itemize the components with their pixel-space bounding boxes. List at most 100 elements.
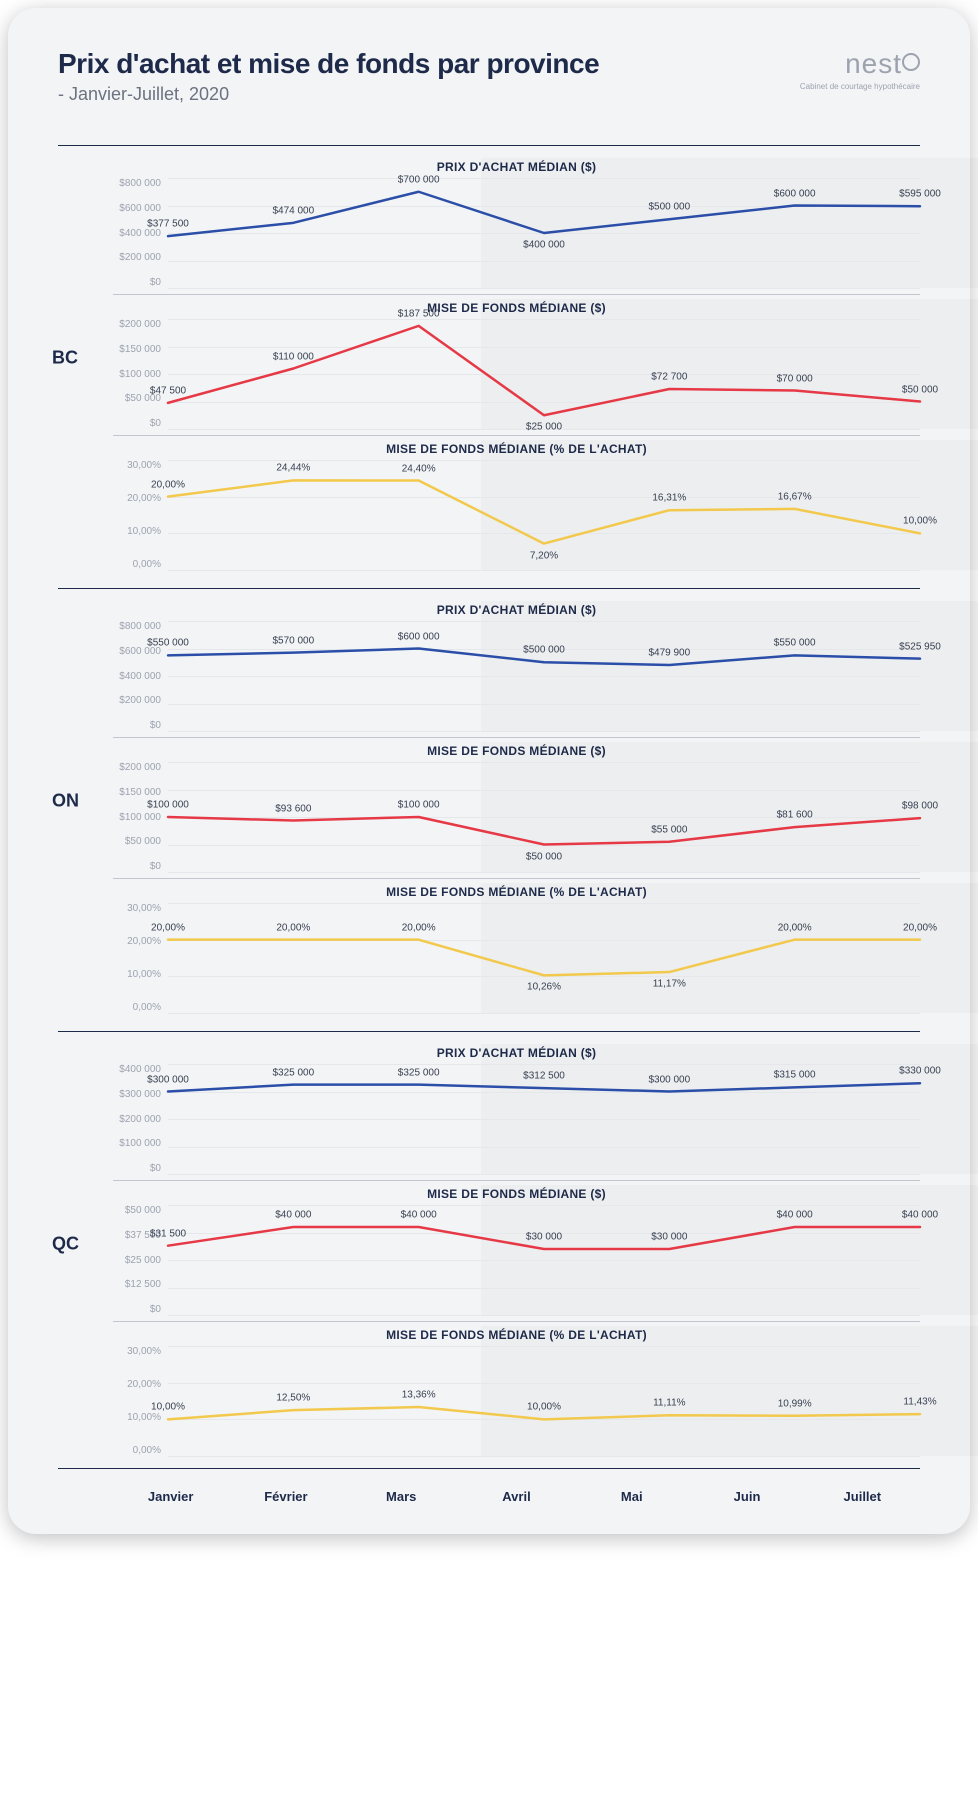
charts-column: PRIX D'ACHAT MÉDIAN ($)$800 000$600 000$… (113, 603, 920, 1013)
data-point-label: $500 000 (523, 645, 565, 656)
plot-area: $800 000$600 000$400 000$200 000$0$550 0… (113, 621, 920, 731)
plot-area: 30,00%20,00%10,00%0,00%20,00%20,00%20,00… (113, 903, 920, 1013)
chart: PRIX D'ACHAT MÉDIAN ($)$800 000$600 000$… (113, 160, 920, 288)
chart-divider (113, 737, 920, 738)
data-point-label: 20,00% (402, 922, 436, 933)
province-label: ON (52, 791, 79, 812)
y-tick-label: 0,00% (101, 559, 161, 570)
data-point-label: $40 000 (902, 1209, 938, 1220)
data-point-label: $40 000 (777, 1209, 813, 1220)
data-point-label: 20,00% (778, 922, 812, 933)
charts-column: PRIX D'ACHAT MÉDIAN ($)$800 000$600 000$… (113, 160, 920, 570)
page-title: Prix d'achat et mise de fonds par provin… (58, 48, 599, 80)
grid-line (168, 288, 920, 289)
data-point-label: $500 000 (648, 202, 690, 213)
data-point-label: $30 000 (651, 1231, 687, 1242)
chart: MISE DE FONDS MÉDIANE (% DE L'ACHAT)30,0… (113, 885, 920, 1013)
data-point-label: $47 500 (150, 385, 186, 396)
chart-divider (113, 435, 920, 436)
data-point-label: $50 000 (526, 851, 562, 862)
province-block-bc: BCPRIX D'ACHAT MÉDIAN ($)$800 000$600 00… (58, 145, 920, 570)
plot-area: 30,00%20,00%10,00%0,00%20,00%24,44%24,40… (113, 460, 920, 570)
y-tick-label: 0,00% (101, 1445, 161, 1456)
chart: PRIX D'ACHAT MÉDIAN ($)$800 000$600 000$… (113, 603, 920, 731)
data-point-label: 10,26% (527, 982, 561, 993)
data-point-label: $400 000 (523, 240, 565, 251)
x-tick-label: Juin (689, 1489, 804, 1504)
chart-divider (113, 878, 920, 879)
plot-inner: 20,00%24,44%24,40%7,20%16,31%16,67%10,00… (168, 460, 920, 570)
chart-divider (113, 294, 920, 295)
data-point-label: $570 000 (272, 635, 314, 646)
data-point-label: $300 000 (147, 1074, 189, 1085)
data-point-label: $595 000 (899, 189, 941, 200)
data-point-label: 11,11% (653, 1398, 685, 1409)
y-tick-label: 10,00% (101, 969, 161, 980)
data-point-label: $55 000 (651, 824, 687, 835)
data-point-label: 12,50% (276, 1393, 310, 1404)
data-point-label: $25 000 (526, 422, 562, 433)
data-point-label: $100 000 (147, 799, 189, 810)
data-point-label: $30 000 (526, 1231, 562, 1242)
data-point-label: $100 000 (398, 799, 440, 810)
y-tick-label: 20,00% (101, 493, 161, 504)
data-point-label: $550 000 (774, 638, 816, 649)
series-line (168, 1205, 920, 1315)
data-point-label: $325 000 (272, 1067, 314, 1078)
logo-text: nest (800, 48, 920, 80)
x-tick-label: Mars (344, 1489, 459, 1504)
data-point-label: $40 000 (401, 1209, 437, 1220)
grid-line (168, 1013, 920, 1014)
y-tick-label: $0 (101, 861, 161, 872)
y-tick-label: $50 000 (101, 1205, 161, 1216)
data-point-label: $315 000 (774, 1070, 816, 1081)
y-tick-label: 20,00% (101, 1379, 161, 1390)
chart-divider (113, 1321, 920, 1322)
plot-area: $800 000$600 000$400 000$200 000$0$377 5… (113, 178, 920, 288)
logo: nest Cabinet de courtage hypothécaire (800, 48, 920, 91)
data-point-label: $31 500 (150, 1228, 186, 1239)
y-tick-label: $200 000 (101, 1114, 161, 1125)
data-point-label: $312 500 (523, 1070, 565, 1081)
data-point-label: 10,99% (778, 1398, 812, 1409)
chart-divider (113, 1180, 920, 1181)
data-point-label: $600 000 (774, 188, 816, 199)
data-point-label: 10,00% (903, 516, 937, 527)
data-point-label: $93 600 (275, 803, 311, 814)
y-tick-label: $100 000 (101, 1138, 161, 1149)
chart: PRIX D'ACHAT MÉDIAN ($)$400 000$300 000$… (113, 1046, 920, 1174)
grid-line (168, 731, 920, 732)
y-tick-label: $100 000 (101, 369, 161, 380)
data-point-label: 24,44% (276, 463, 310, 474)
plot-inner: $550 000$570 000$600 000$500 000$479 900… (168, 621, 920, 731)
data-point-label: 16,67% (778, 491, 812, 502)
data-point-label: 16,31% (652, 493, 686, 504)
data-point-label: $474 000 (272, 205, 314, 216)
y-axis-labels: $200 000$150 000$100 000$50 000$0 (101, 762, 161, 872)
plot-area: 30,00%20,00%10,00%0,00%10,00%12,50%13,36… (113, 1346, 920, 1456)
y-tick-label: $50 000 (101, 836, 161, 847)
title-block: Prix d'achat et mise de fonds par provin… (58, 48, 599, 105)
grid-line (168, 570, 920, 571)
data-point-label: 20,00% (903, 922, 937, 933)
y-tick-label: $200 000 (101, 252, 161, 263)
data-point-label: $50 000 (902, 384, 938, 395)
y-tick-label: $200 000 (101, 762, 161, 773)
x-tick-label: Mai (574, 1489, 689, 1504)
y-tick-label: $0 (101, 720, 161, 731)
y-axis-labels: $800 000$600 000$400 000$200 000$0 (101, 178, 161, 288)
y-tick-label: 20,00% (101, 936, 161, 947)
grid-line (168, 1174, 920, 1175)
data-point-label: 10,00% (527, 1402, 561, 1413)
y-tick-label: $600 000 (101, 203, 161, 214)
x-tick-label: Février (228, 1489, 343, 1504)
province-label: BC (52, 348, 78, 369)
logo-subtext: Cabinet de courtage hypothécaire (800, 82, 920, 91)
data-point-label: $70 000 (777, 373, 813, 384)
y-tick-label: $0 (101, 1304, 161, 1315)
data-point-label: $377 500 (147, 218, 189, 229)
y-tick-label: 0,00% (101, 1002, 161, 1013)
chart: MISE DE FONDS MÉDIANE (% DE L'ACHAT)30,0… (113, 1328, 920, 1456)
plot-inner: $31 500$40 000$40 000$30 000$30 000$40 0… (168, 1205, 920, 1315)
header: Prix d'achat et mise de fonds par provin… (58, 48, 920, 105)
